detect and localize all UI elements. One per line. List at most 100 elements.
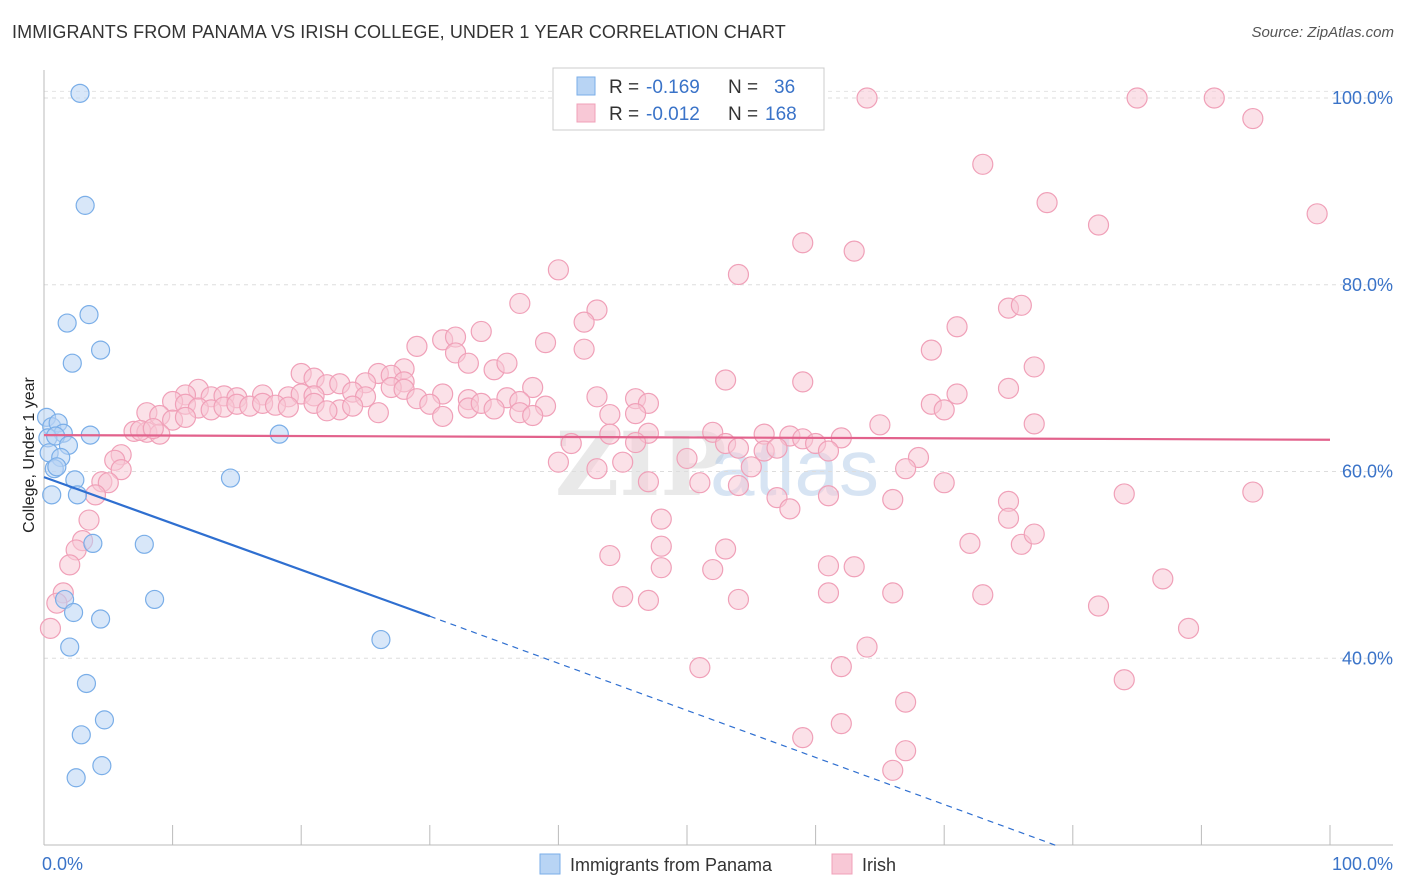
irish-point: [1023, 523, 1045, 545]
panama-trend-line: [43, 476, 431, 618]
irish-point: [882, 582, 904, 604]
panama-point: [63, 602, 84, 623]
irish-point: [547, 451, 570, 473]
irish-point: [933, 472, 955, 494]
irish-point: [637, 589, 660, 611]
irish-point: [856, 636, 878, 658]
irish-trend-line: [43, 433, 1331, 441]
irish-point: [882, 488, 904, 511]
irish-point: [869, 414, 891, 436]
irish-point: [792, 232, 814, 254]
irish-point: [817, 555, 840, 577]
irish-point: [1087, 214, 1110, 236]
irish-point: [547, 259, 570, 281]
irish-point: [1113, 669, 1135, 691]
irish-point: [727, 474, 750, 497]
legend-r-panama: -0.169: [646, 77, 700, 98]
irish-point: [432, 405, 454, 428]
panama-point: [76, 673, 97, 694]
irish-point: [97, 472, 119, 494]
top-legend: R = -0.169 N = 36 R = -0.012 N = 168: [552, 67, 825, 131]
top-legend-box: [552, 67, 825, 131]
irish-point: [1023, 356, 1045, 378]
irish-point: [316, 400, 338, 422]
irish-point: [522, 404, 544, 427]
irish-point: [496, 352, 518, 374]
irish-point: [895, 691, 917, 713]
irish-point: [39, 617, 62, 639]
panama-point: [60, 637, 80, 657]
irish-point: [727, 263, 750, 286]
irish-point: [1023, 413, 1045, 435]
irish-point: [766, 437, 788, 459]
irish-point: [599, 544, 621, 567]
panama-point: [94, 710, 115, 730]
panama-point: [42, 485, 62, 505]
panama-point: [75, 195, 95, 215]
irish-point: [997, 377, 1020, 400]
irish-point: [483, 398, 505, 420]
irish-point: [997, 507, 1020, 529]
y-tick-label: 80.0%: [1342, 275, 1393, 295]
irish-point: [637, 471, 660, 493]
irish-point: [650, 535, 672, 557]
irish-point: [895, 740, 917, 762]
irish-point: [509, 292, 531, 315]
panama-point: [62, 353, 82, 373]
irish-point: [740, 456, 762, 478]
irish-point: [972, 584, 994, 606]
irish-point: [1203, 87, 1225, 109]
irish-point: [895, 458, 917, 480]
irish-point: [59, 554, 81, 576]
legend-r-label-panama: R =: [609, 77, 639, 98]
irish-point: [830, 713, 852, 735]
irish-point: [470, 320, 492, 343]
irish-point: [78, 509, 100, 531]
panama-point: [92, 756, 112, 776]
chart-title: IMMIGRANTS FROM PANAMA VS IRISH COLLEGE,…: [12, 22, 786, 42]
panama-point: [220, 468, 241, 488]
irish-point: [843, 556, 865, 578]
irish-point: [856, 87, 878, 109]
panama-point: [144, 589, 165, 610]
irish-point: [599, 403, 621, 426]
irish-point: [714, 369, 737, 391]
irish-point: [586, 458, 608, 480]
irish-point: [946, 383, 968, 405]
irish-point: [933, 399, 955, 421]
irish-point: [573, 338, 595, 360]
legend-n-label-irish: N =: [728, 104, 758, 125]
irish-point: [406, 335, 428, 357]
y-tick-label: 40.0%: [1342, 648, 1393, 668]
irish-point: [367, 402, 389, 424]
irish-point: [817, 582, 840, 604]
panama-point: [134, 534, 154, 554]
y-tick-label: 100.0%: [1332, 88, 1393, 108]
legend-n-label-panama: N =: [728, 77, 758, 98]
legend-swatch-panama: [576, 76, 596, 96]
trend-lines: [43, 433, 1331, 848]
irish-point: [843, 240, 865, 262]
bottom-legend-swatch-panama: [539, 853, 561, 875]
irish-point: [650, 508, 672, 530]
irish-point: [277, 396, 299, 418]
irish-point: [1010, 294, 1032, 316]
irish-point: [972, 153, 994, 175]
panama-point: [269, 424, 289, 444]
bottom-legend: Immigrants from Panama Irish: [539, 853, 896, 875]
panama-point: [70, 83, 90, 103]
y-tick-labels: 40.0% 60.0% 80.0% 100.0%: [1332, 88, 1393, 668]
irish-point: [676, 447, 698, 470]
panama-point: [371, 629, 391, 650]
x-tick-label-start: 0.0%: [42, 854, 83, 874]
irish-point: [817, 440, 840, 462]
irish-point: [727, 588, 750, 611]
panama-trend-line-extension: [429, 615, 1061, 848]
legend-n-irish: 168: [765, 104, 797, 125]
irish-point: [534, 332, 557, 354]
panama-point: [90, 340, 111, 360]
irish-point: [612, 451, 634, 473]
irish-point: [174, 406, 197, 428]
x-tick-label-end: 100.0%: [1332, 854, 1393, 874]
